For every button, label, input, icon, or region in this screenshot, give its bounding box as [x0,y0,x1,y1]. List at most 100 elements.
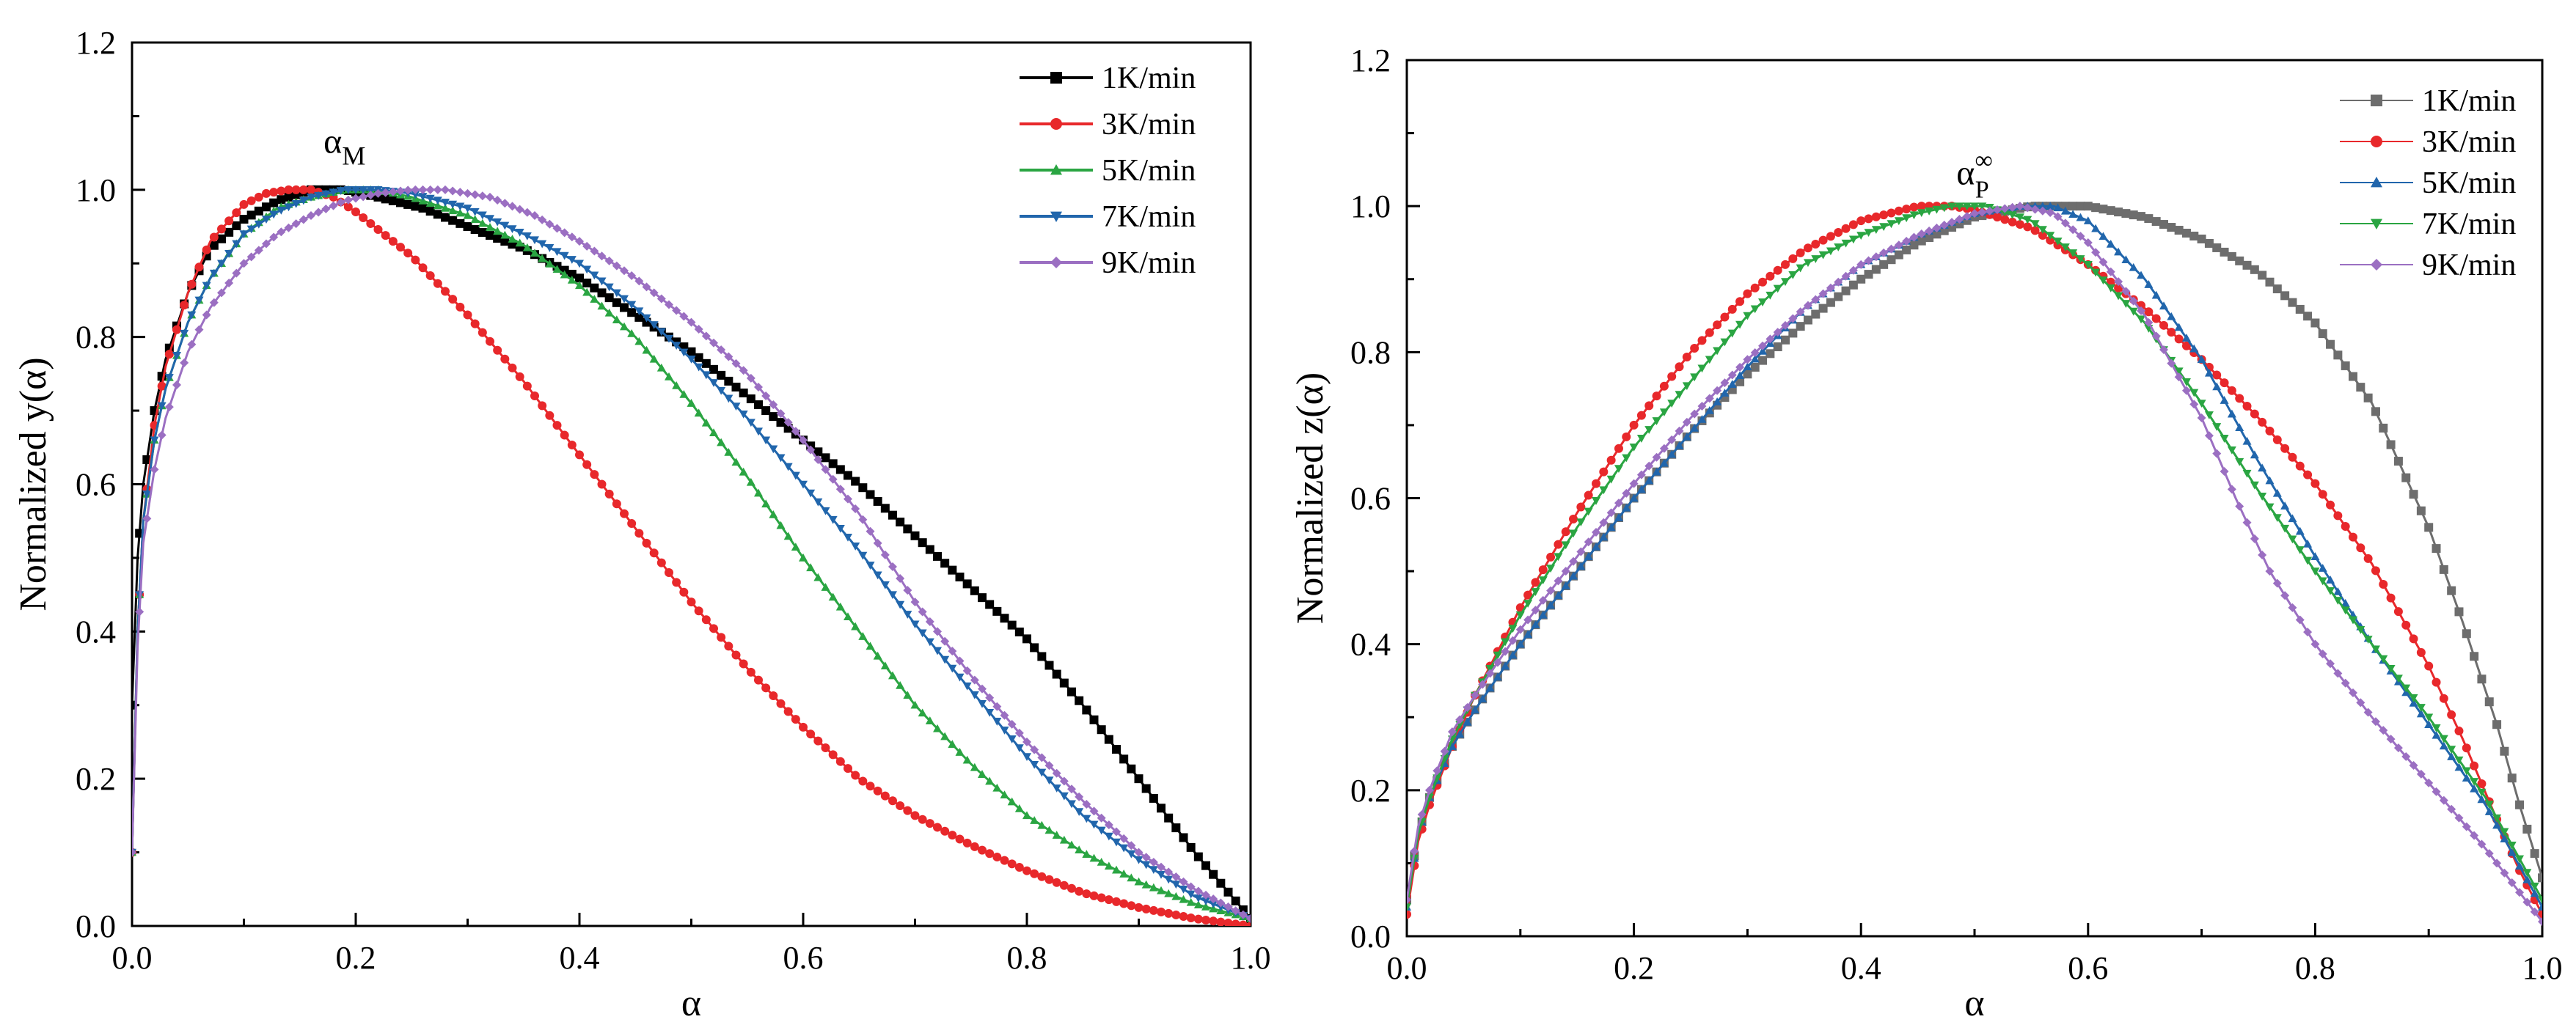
left-data-point [746,419,755,427]
right-data-point [1750,362,1760,372]
left-data-point [731,650,741,660]
left-data-point [299,185,308,194]
right-data-point [2538,903,2542,911]
left-data-point [724,394,733,403]
right-data-point [2303,539,2313,548]
left-data-point [1022,753,1031,762]
left-data-point [187,339,197,349]
left-data-point [1201,902,1210,911]
left-data-point [500,354,510,364]
left-data-point [575,260,584,268]
left-data-point [746,667,755,677]
left-data-point [1209,916,1218,926]
right-data-point [2280,444,2290,453]
left-data-point [985,600,995,609]
right-data-point [1606,455,1616,465]
left-legend-marker [1050,257,1062,268]
right-data-point [2076,213,2085,221]
right-data-point [2424,523,2434,532]
left-data-point [381,231,390,240]
right-data-point [1501,638,1510,647]
left-data-point [366,219,376,229]
right-data-point [1947,218,1957,227]
left-data-point [1171,881,1181,889]
left-data-point [992,718,1002,726]
left-data-point [1097,857,1106,866]
left-data-point [1223,902,1233,911]
right-data-point [2341,361,2350,370]
right-data-point [2091,248,2101,257]
left-data-point [486,337,494,346]
left-data-point [754,675,763,685]
left-y-tick-label: 0.0 [76,908,116,944]
left-x-tick-label: 0.4 [560,940,600,976]
right-data-point [1834,243,1843,251]
right-data-point [1652,452,1661,462]
left-data-point [411,185,420,194]
right-data-point [1493,672,1502,681]
right-data-point [2318,490,2327,499]
left-data-point [1164,908,1174,918]
right-data-point [1902,214,1911,223]
right-data-point [1644,426,1654,434]
right-data-point [1818,235,1828,245]
left-data-point [828,459,838,468]
left-data-point [530,210,539,220]
right-data-point [1925,207,1934,216]
left-data-point [254,246,263,255]
left-data-point [1044,826,1054,834]
right-series-line [1407,205,2542,900]
right-data-point [2356,383,2365,392]
right-data-point [2060,243,2070,251]
right-data-point [1675,362,1684,372]
right-data-point [2099,257,2108,267]
right-data-point [1576,562,1586,570]
left-data-point [232,208,241,218]
right-legend-label: 1K/min [2422,84,2516,118]
right-data-point [1818,289,1828,298]
left-data-point [299,196,308,205]
left-data-point [433,185,442,194]
left-data-point [799,480,808,489]
right-data-point [2477,795,2487,804]
right-data-point [2242,518,2252,527]
right-data-point [2318,649,2327,658]
left-data-point [269,188,279,197]
right-data-point [2454,813,2464,823]
left-data-point [262,188,271,198]
right-data-point [1727,370,1737,380]
right-data-point [2265,277,2275,287]
right-y-axis-label: Normalized z(α) [1289,372,1331,624]
left-data-point [746,373,755,383]
left-data-point [896,801,905,810]
right-x-tick-label: 0.4 [1841,950,1881,986]
left-data-point [866,526,875,536]
right-data-point [1659,444,1669,453]
left-data-point [694,408,703,417]
left-data-point [224,216,234,226]
left-data-point [254,220,263,229]
left-data-point [455,218,465,228]
left-data-point [925,545,934,554]
right-data-point [2181,229,2191,238]
left-data-point [224,227,234,237]
right-data-point [1864,229,1873,238]
right-data-point [1407,903,1411,912]
right-data-point [2401,684,2411,693]
right-data-point [1773,328,1782,337]
left-data-point [910,531,920,540]
right-data-point [2068,225,2078,235]
right-data-point [1848,235,1858,244]
left-data-point [642,345,651,354]
right-data-point [1659,381,1669,391]
right-data-point [1447,742,1457,750]
left-data-point [620,509,629,518]
right-series-7K-per-min [1407,202,2542,912]
left-data-point [665,568,673,577]
left-data-point [955,573,965,582]
left-data-point [1201,897,1210,905]
right-data-point [1561,567,1570,576]
right-data-point [2053,212,2063,221]
left-data-point [679,587,689,597]
right-y-tick-label: 1.2 [1350,43,1391,78]
